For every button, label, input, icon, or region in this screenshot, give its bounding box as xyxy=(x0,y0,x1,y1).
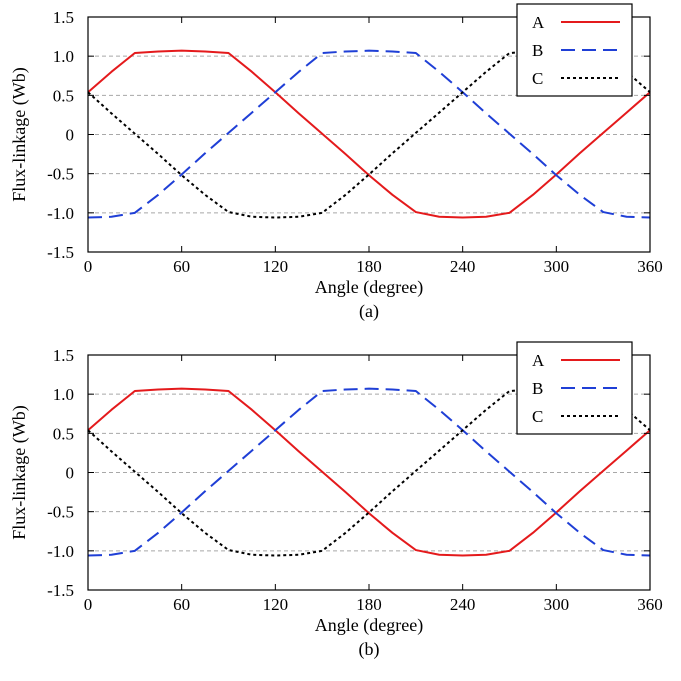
chart-b-svg: -1.5 -1.0 -0.5 0 0.5 1.0 1.5 0 60 120 180 240 300 360… xyxy=(9,341,663,660)
x-tick-label: 300 xyxy=(544,595,570,614)
legend-label-a: A xyxy=(532,13,545,32)
y-tick-label: 1.0 xyxy=(53,47,74,66)
y-tick-label: -0.5 xyxy=(47,165,74,184)
x-tick-label: 360 xyxy=(637,595,663,614)
y-axis-title: Flux-linkage (Wb) xyxy=(9,67,30,201)
legend-label-b: B xyxy=(532,41,543,60)
x-tick-label: 120 xyxy=(263,595,289,614)
y-tick-label: -1.5 xyxy=(47,581,74,600)
y-tick-label: -1.5 xyxy=(47,243,74,262)
chart-a-svg: -1.5 -1.0 -0.5 0 0.5 1.0 1.5 0 60 120 180 240 300 360… xyxy=(9,3,663,322)
figure-caption: (b) xyxy=(359,639,380,660)
chart-panel-b: -1.5 -1.0 -0.5 0 0.5 1.0 1.5 0 60 120 180 240 300 360… xyxy=(0,338,681,676)
x-tick-label: 120 xyxy=(263,257,289,276)
x-tick-label: 0 xyxy=(84,257,93,276)
legend: ABC xyxy=(516,3,633,97)
x-tick-label: 60 xyxy=(173,257,190,276)
y-tick-label: -1.0 xyxy=(47,204,74,223)
y-tick-label: 0.5 xyxy=(53,424,74,443)
x-tick-label: 0 xyxy=(84,595,93,614)
x-tick-label: 60 xyxy=(173,595,190,614)
x-axis-title: Angle (degree) xyxy=(315,277,423,298)
chart-panel-a: -1.5 -1.0 -0.5 0 0.5 1.0 1.5 0 60 120 180 240 300 360… xyxy=(0,0,681,338)
y-axis-title: Flux-linkage (Wb) xyxy=(9,405,30,539)
series-line-b xyxy=(87,387,651,557)
x-axis-title: Angle (degree) xyxy=(315,615,423,636)
legend-label-b: B xyxy=(532,379,543,398)
x-tick-label: 240 xyxy=(450,595,476,614)
y-tick-label: -0.5 xyxy=(47,503,74,522)
x-tick-label: 360 xyxy=(637,257,663,276)
y-tick-label: 1.5 xyxy=(53,346,74,365)
legend-label-c: C xyxy=(532,407,543,426)
y-tick-label: 0 xyxy=(66,464,75,483)
legend-label-a: A xyxy=(532,351,545,370)
x-tick-label: 180 xyxy=(356,595,382,614)
x-tick-label: 180 xyxy=(356,257,382,276)
legend: ABC xyxy=(516,341,633,435)
y-tick-label: -1.0 xyxy=(47,542,74,561)
y-tick-label: 1.0 xyxy=(53,385,74,404)
series-line-b xyxy=(87,49,651,219)
legend-label-c: C xyxy=(532,69,543,88)
x-tick-label: 300 xyxy=(544,257,570,276)
y-tick-label: 0 xyxy=(66,126,75,145)
x-tick-label: 240 xyxy=(450,257,476,276)
y-tick-label: 1.5 xyxy=(53,8,74,27)
y-tick-label: 0.5 xyxy=(53,86,74,105)
figure-caption: (a) xyxy=(359,301,379,322)
